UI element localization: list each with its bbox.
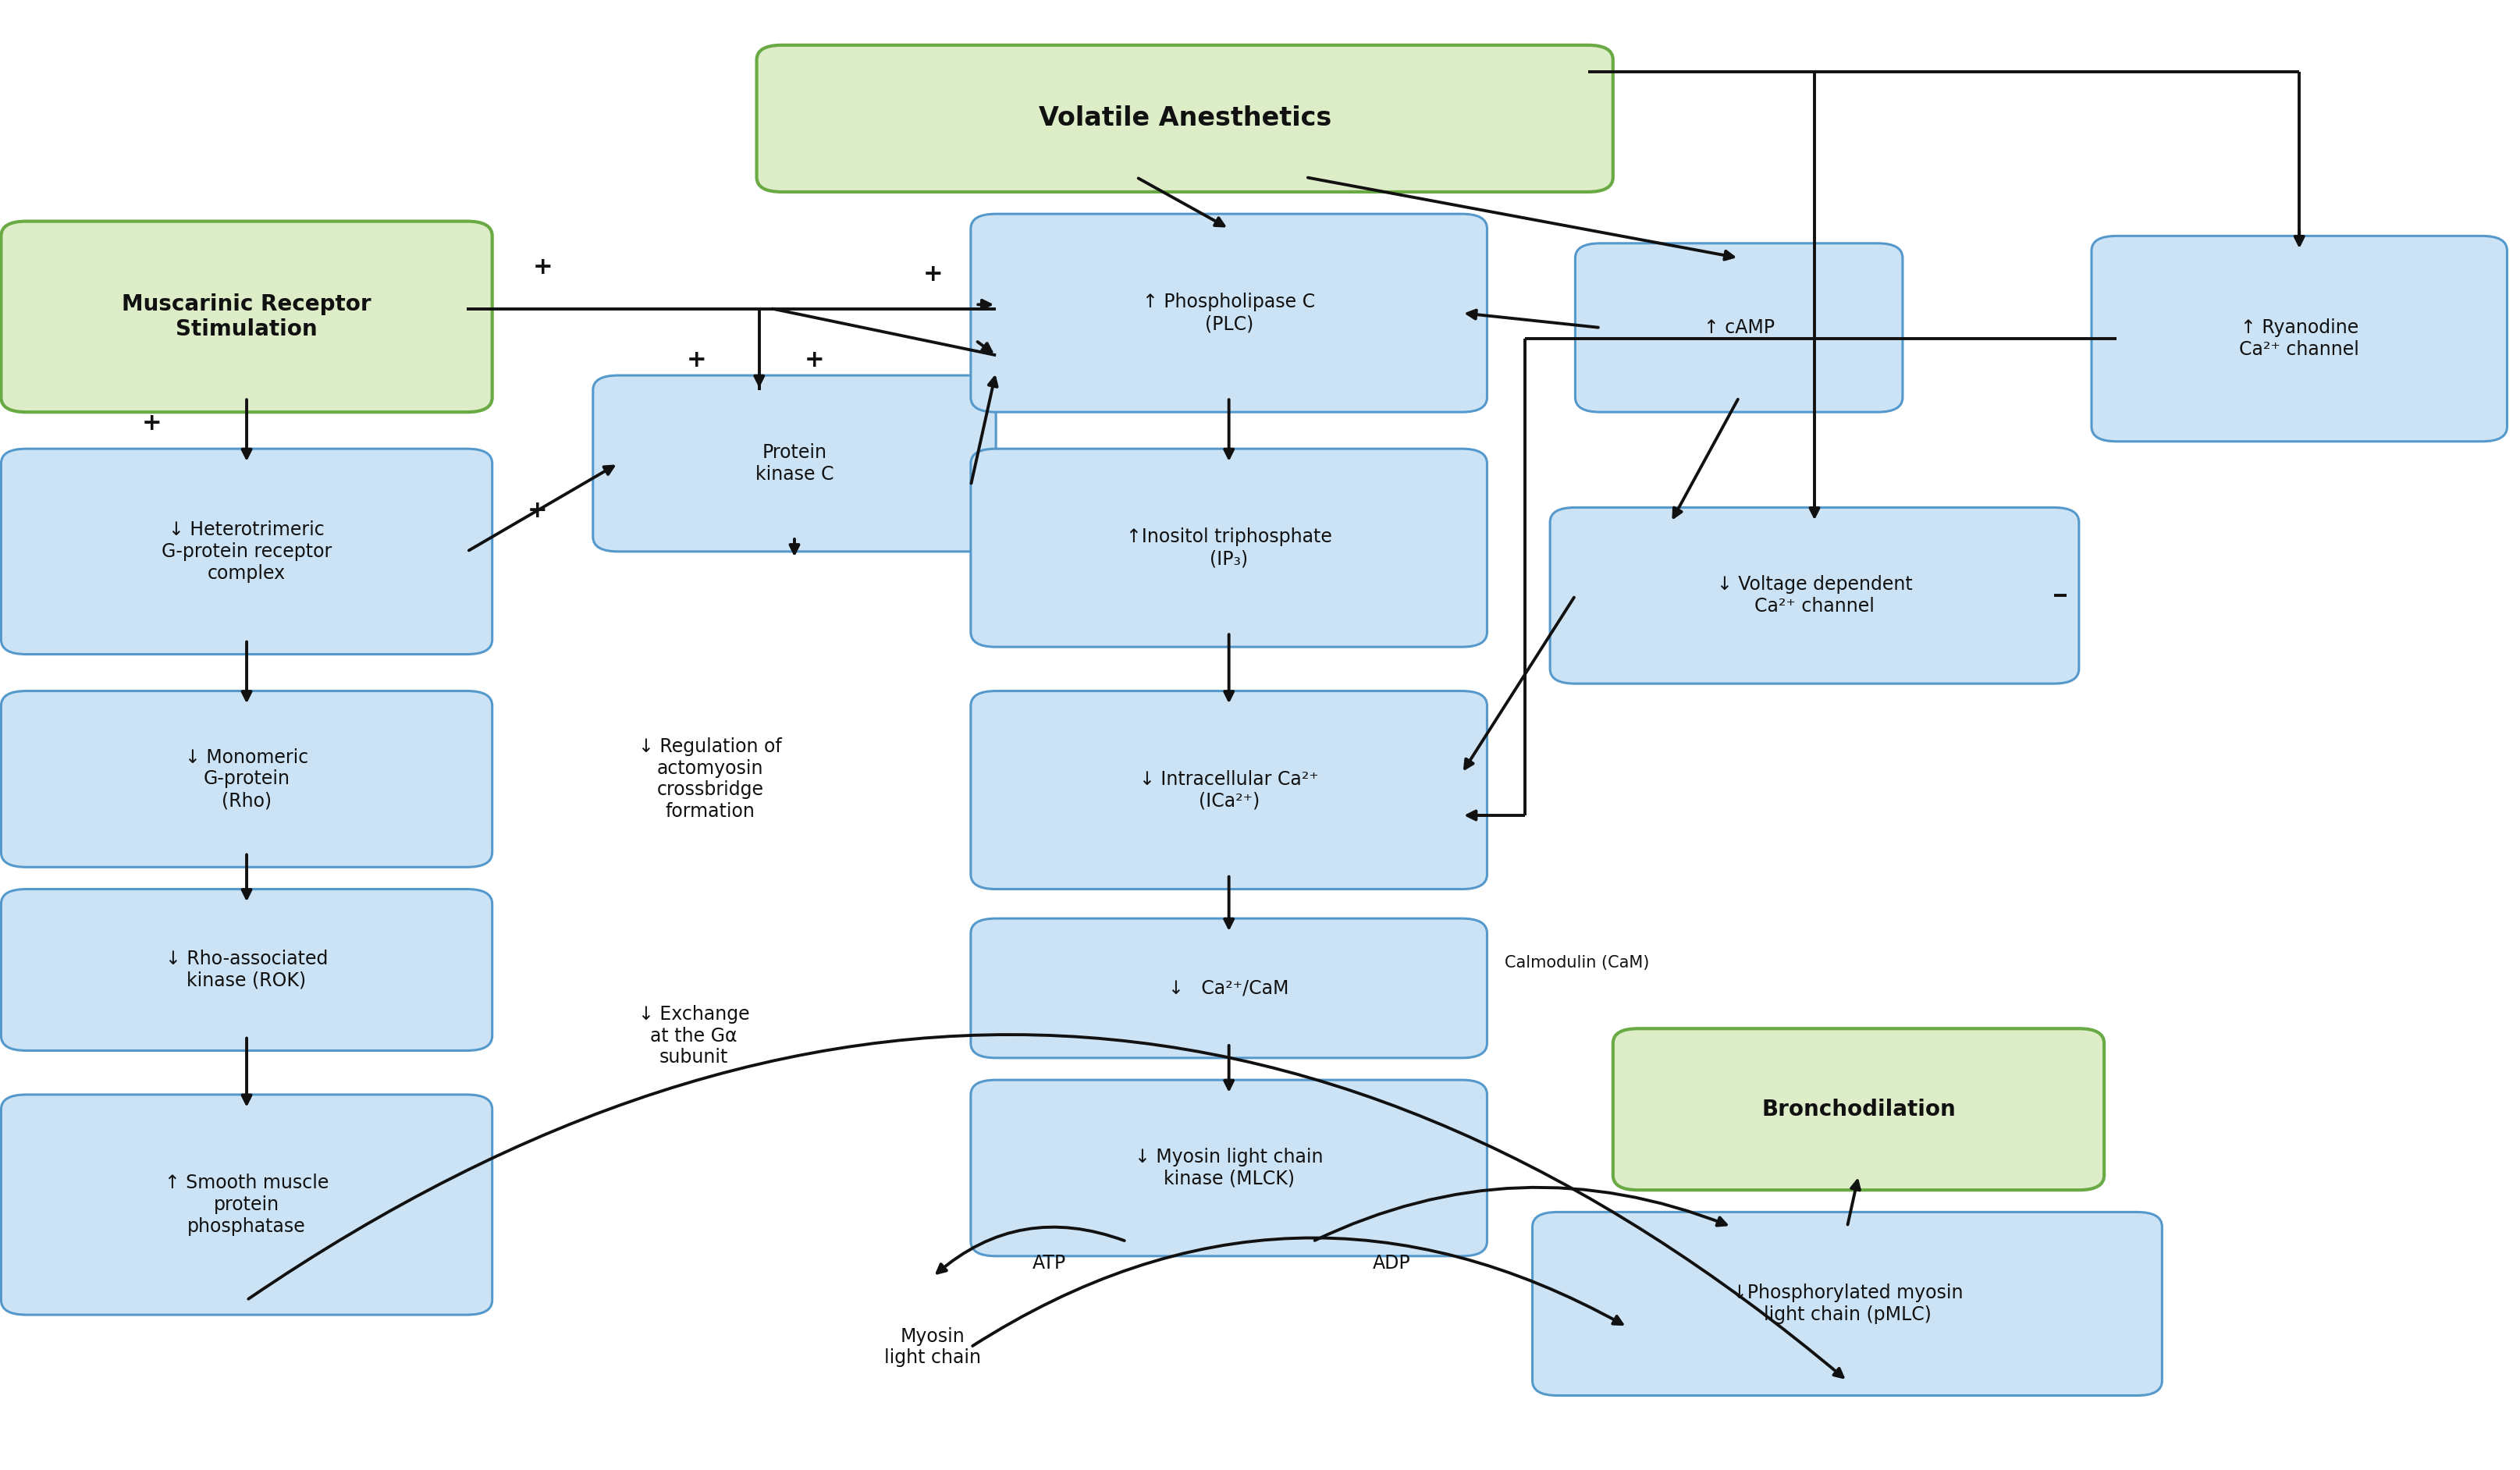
- FancyBboxPatch shape: [0, 222, 491, 412]
- Text: +: +: [922, 263, 942, 285]
- Text: ↓ Myosin light chain
kinase (MLCK): ↓ Myosin light chain kinase (MLCK): [1134, 1148, 1323, 1188]
- Text: ↑ Phospholipase C
(PLC): ↑ Phospholipase C (PLC): [1142, 293, 1315, 334]
- FancyBboxPatch shape: [970, 215, 1487, 412]
- Text: ↓ Voltage dependent
Ca²⁺ channel: ↓ Voltage dependent Ca²⁺ channel: [1716, 575, 1913, 616]
- Text: +: +: [804, 348, 824, 372]
- FancyBboxPatch shape: [970, 1080, 1487, 1255]
- Text: ↓   Ca²⁺/CaM: ↓ Ca²⁺/CaM: [1169, 979, 1288, 998]
- FancyBboxPatch shape: [0, 448, 491, 654]
- FancyBboxPatch shape: [970, 448, 1487, 647]
- Text: Bronchodilation: Bronchodilation: [1761, 1098, 1956, 1120]
- Text: +: +: [141, 412, 161, 435]
- FancyBboxPatch shape: [1532, 1213, 2162, 1395]
- FancyBboxPatch shape: [970, 691, 1487, 889]
- Text: ↓ Intracellular Ca²⁺
(ICa²⁺): ↓ Intracellular Ca²⁺ (ICa²⁺): [1139, 770, 1318, 810]
- Text: +: +: [532, 256, 552, 279]
- Text: Myosin
light chain: Myosin light chain: [885, 1327, 980, 1367]
- FancyBboxPatch shape: [1613, 1029, 2104, 1191]
- Text: ↓ Rho-associated
kinase (ROK): ↓ Rho-associated kinase (ROK): [166, 950, 328, 991]
- Text: Calmodulin (CaM): Calmodulin (CaM): [1504, 954, 1648, 970]
- Text: ↓ Monomeric
G-protein
(Rho): ↓ Monomeric G-protein (Rho): [184, 748, 307, 810]
- FancyBboxPatch shape: [1550, 507, 2079, 684]
- FancyBboxPatch shape: [1575, 243, 1903, 412]
- FancyBboxPatch shape: [756, 46, 1613, 193]
- FancyBboxPatch shape: [0, 889, 491, 1051]
- Text: ↑ Smooth muscle
protein
phosphatase: ↑ Smooth muscle protein phosphatase: [164, 1173, 328, 1236]
- Text: ↑ cAMP: ↑ cAMP: [1704, 319, 1774, 337]
- Text: Protein
kinase C: Protein kinase C: [756, 444, 834, 484]
- Text: ↓Phosphorylated myosin
light chain (pMLC): ↓Phosphorylated myosin light chain (pMLC…: [1731, 1283, 1963, 1324]
- FancyBboxPatch shape: [970, 919, 1487, 1058]
- FancyBboxPatch shape: [0, 1095, 491, 1314]
- Text: ↓ Regulation of
actomyosin
crossbridge
formation: ↓ Regulation of actomyosin crossbridge f…: [638, 736, 781, 820]
- Text: Volatile Anesthetics: Volatile Anesthetics: [1038, 106, 1331, 131]
- Text: ↓ Heterotrimeric
G-protein receptor
complex: ↓ Heterotrimeric G-protein receptor comp…: [161, 520, 333, 582]
- Text: ↓ Exchange
at the Gα
subunit: ↓ Exchange at the Gα subunit: [638, 1005, 748, 1067]
- FancyBboxPatch shape: [2092, 237, 2507, 441]
- FancyBboxPatch shape: [592, 375, 995, 551]
- FancyBboxPatch shape: [0, 691, 491, 867]
- Text: ATP: ATP: [1031, 1254, 1066, 1273]
- Text: Muscarinic Receptor
Stimulation: Muscarinic Receptor Stimulation: [121, 293, 370, 340]
- Text: ↑Inositol triphosphate
(IP₃): ↑Inositol triphosphate (IP₃): [1126, 528, 1331, 567]
- Text: ↑ Ryanodine
Ca²⁺ channel: ↑ Ryanodine Ca²⁺ channel: [2238, 319, 2359, 359]
- Text: +: +: [527, 500, 547, 522]
- Text: +: +: [685, 348, 706, 372]
- Text: ADP: ADP: [1371, 1254, 1409, 1273]
